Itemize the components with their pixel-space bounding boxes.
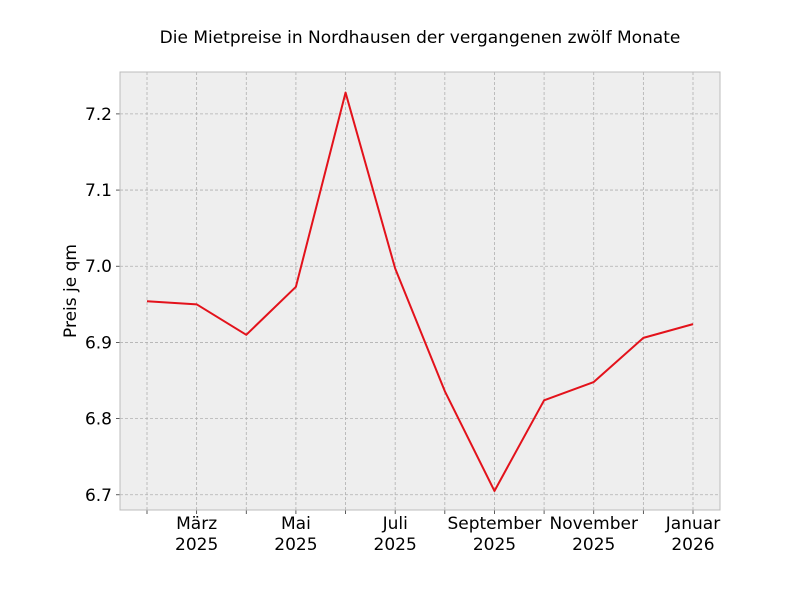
x-tick-label-year: 2025 (473, 535, 516, 555)
x-tick-label-year: 2025 (274, 535, 317, 555)
x-tick-label-year: 2025 (175, 535, 218, 555)
series-line (146, 91, 694, 492)
x-tick-label-month: März (176, 514, 217, 534)
chart-title: Die Mietpreise in Nordhausen der vergang… (160, 28, 681, 48)
x-tick-label-month: Juli (382, 514, 408, 534)
plot-area (120, 72, 720, 510)
ticks: 6.76.86.97.07.17.2März2025Mai2025Juli202… (85, 105, 720, 555)
series-layer (146, 91, 694, 492)
x-tick-label-month: November (550, 514, 638, 534)
x-tick-label-year: 2026 (671, 535, 714, 555)
plot-frame (119, 71, 721, 511)
y-tick-label: 6.8 (85, 410, 112, 430)
y-tick-label: 7.0 (85, 257, 112, 277)
grid (120, 72, 720, 510)
y-tick-label: 7.2 (85, 105, 112, 125)
y-tick-label: 6.7 (85, 486, 112, 506)
x-tick-label-year: 2025 (374, 535, 417, 555)
x-tick-label-year: 2025 (572, 535, 615, 555)
y-axis-label: Preis je qm (61, 244, 81, 338)
x-tick-label-month: Januar (665, 514, 720, 534)
y-tick-label: 7.1 (85, 181, 112, 201)
x-tick-label-month: Mai (281, 514, 311, 534)
y-tick-label: 6.9 (85, 333, 112, 353)
x-tick-label-month: September (447, 514, 541, 534)
